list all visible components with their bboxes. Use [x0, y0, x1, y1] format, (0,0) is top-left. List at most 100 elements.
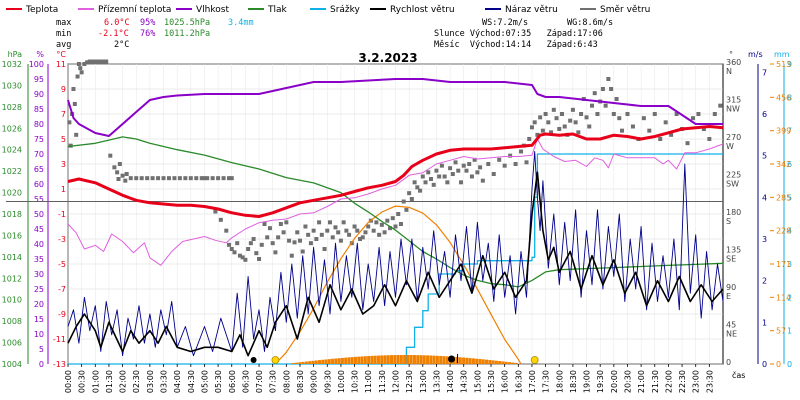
wind-direction-point — [674, 112, 679, 116]
solar-bar — [475, 358, 479, 364]
wind-direction-point — [407, 191, 412, 196]
wind-direction-point — [464, 168, 469, 173]
solar-bar — [367, 356, 371, 364]
temperature-axis-tick: -3 — [58, 235, 66, 244]
humidity-axis-tick: 0 — [39, 360, 44, 369]
rain-axis-tick: 0 — [787, 360, 792, 369]
wind-direction-point — [297, 238, 302, 243]
solar-bar — [485, 359, 489, 364]
solar-bar — [321, 359, 325, 364]
stat-max-rain: 3.4mm — [228, 18, 254, 28]
wind-direction-point — [587, 124, 592, 129]
x-tick-label: 06:30 — [241, 370, 250, 393]
humidity-axis-tick: 45 — [34, 225, 44, 234]
x-tick-label: 03:00 — [146, 370, 155, 393]
legend-label-prizemni: Přízemní teplota — [98, 5, 171, 15]
x-tick-label: 08:30 — [296, 370, 305, 393]
wind-direction-point — [385, 218, 390, 223]
wind-axis-tick: 5 — [762, 152, 767, 161]
wind-direction-point — [658, 137, 663, 141]
x-axis: 00:00 00:30 01:00 01:30 02:00 02:30 03:00 03:30… — [64, 364, 745, 393]
x-tick-label: 10:30 — [351, 370, 360, 393]
wind-direction-point — [579, 112, 584, 116]
wind-direction-point — [611, 112, 616, 116]
wind-direction-point — [311, 228, 316, 233]
x-tick-label: 14:00 — [446, 370, 455, 393]
x-axis-unit: čas — [732, 370, 745, 380]
stat-max-label: max — [56, 18, 71, 28]
rain-axis-tick: 5 — [787, 193, 792, 202]
stat-min-hum: 76% — [140, 29, 155, 39]
humidity-axis-unit: % — [36, 50, 44, 59]
solar-bar — [498, 361, 502, 364]
solar-bar — [481, 359, 485, 364]
wind-direction-point — [371, 228, 376, 233]
solar-axis-tick: 513 — [776, 60, 791, 69]
wind-direction-point — [341, 220, 346, 225]
wind-direction-point — [246, 247, 251, 251]
legend-label-vlhkost: Vlhkost — [196, 5, 229, 15]
pressure-axis-tick: 1010 — [2, 296, 22, 305]
solar-bar — [334, 358, 338, 364]
wind-direction-point — [276, 235, 281, 240]
wind-direction-point — [442, 174, 447, 179]
solar-bar — [491, 360, 495, 364]
wind-direction-point — [445, 180, 450, 185]
wind-direction-point — [486, 162, 491, 166]
solar-bar — [314, 360, 318, 364]
direction-axis-label: S — [726, 217, 731, 226]
stat-mesic: Měsíc Východ:14:14 Západ:6:43 — [434, 40, 598, 50]
direction-axis-tick: 315 — [726, 96, 741, 105]
wind-direction-point — [472, 157, 477, 162]
wind-direction-point — [145, 176, 150, 181]
wind-direction-point — [235, 241, 240, 246]
wind-direction-point — [108, 153, 113, 158]
solar-bar — [507, 362, 511, 364]
moonset-icon — [250, 357, 257, 363]
x-tick-label: 15:00 — [473, 370, 482, 393]
pressure-axis-tick: 1028 — [2, 103, 22, 112]
temperature-axis-tick: 9 — [61, 85, 66, 94]
wind-direction-point — [568, 118, 573, 123]
wind-direction-point — [641, 116, 646, 121]
x-tick-label: 10:00 — [337, 370, 346, 393]
wind-direction-point — [115, 170, 120, 175]
wind-direction-point — [213, 209, 218, 214]
series-rychlost — [67, 171, 724, 357]
solar-bar — [412, 355, 416, 364]
wind-direction-point — [538, 115, 543, 120]
wind-direction-point — [76, 62, 81, 66]
wind-direction-point — [240, 255, 245, 260]
wind-direction-point — [229, 247, 234, 251]
wind-direction-point — [284, 220, 289, 225]
wind-direction-point — [218, 217, 223, 222]
rain-axis-tick: 6 — [787, 160, 792, 169]
wind-direction-point — [210, 176, 215, 181]
wind-direction-point — [194, 176, 199, 181]
wind-direction-point — [82, 62, 87, 66]
wind-direction-point — [202, 176, 207, 181]
wind-direction-point — [330, 235, 335, 240]
wind-direction-point — [557, 127, 562, 131]
pressure-axis-tick: 1012 — [2, 274, 22, 283]
stat-max-hum: 95% — [140, 18, 155, 28]
wind-axis-tick: 3 — [762, 235, 767, 244]
wind-direction-point — [166, 176, 171, 181]
series-tlak — [67, 136, 724, 288]
solar-bar — [504, 361, 508, 364]
x-tick-label: 14:30 — [460, 370, 469, 393]
solar-bar — [373, 355, 377, 364]
temperature-axis-tick: -7 — [58, 285, 66, 294]
pressure-axis-tick: 1006 — [2, 339, 22, 348]
solar-bar — [396, 355, 400, 364]
stat-min-temp: -2.1°C — [98, 29, 129, 39]
wind-direction-point — [232, 250, 237, 255]
series-teplota — [67, 125, 724, 218]
wind-direction-point — [287, 238, 292, 243]
direction-axis-tick: 90 — [726, 283, 736, 292]
wind-direction-point — [363, 230, 368, 235]
wind-direction-point — [156, 176, 161, 181]
x-tick-label: 07:00 — [255, 370, 264, 393]
wind-direction-point — [606, 77, 611, 81]
x-tick-label: 00:30 — [78, 370, 87, 393]
